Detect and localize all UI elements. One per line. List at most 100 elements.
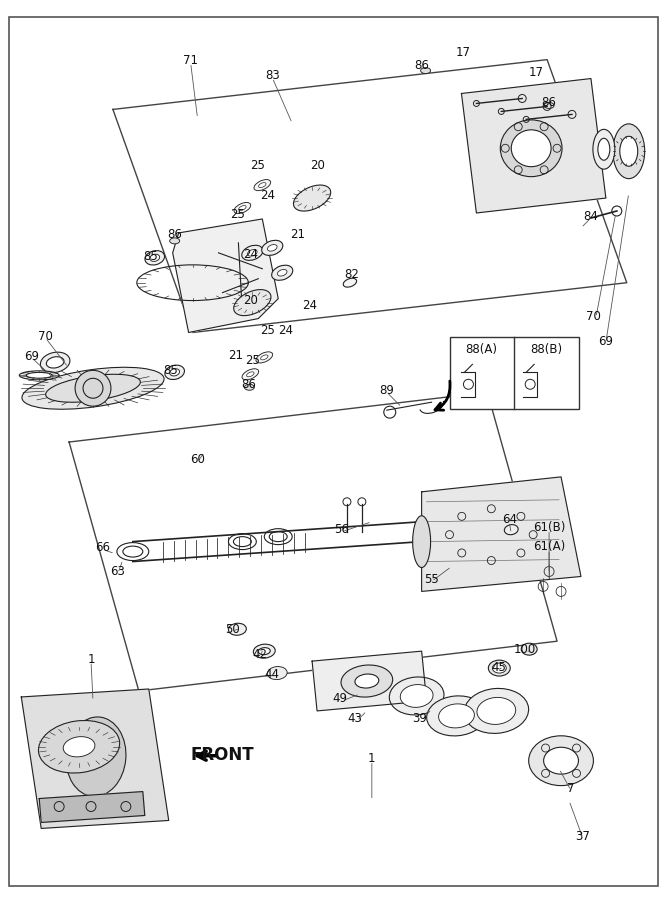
Text: 50: 50 [225,623,240,635]
Ellipse shape [145,250,165,265]
Text: 69: 69 [24,350,39,363]
Circle shape [75,370,111,406]
Text: 17: 17 [456,46,471,59]
Ellipse shape [593,130,615,169]
Text: 85: 85 [163,364,178,377]
Text: 70: 70 [586,310,602,323]
Polygon shape [422,477,581,591]
Ellipse shape [39,721,119,773]
Ellipse shape [241,246,263,260]
Text: 42: 42 [253,648,268,661]
Text: 37: 37 [576,830,590,843]
Text: 86: 86 [542,96,556,109]
FancyArrowPatch shape [197,752,215,760]
Text: 55: 55 [424,573,439,586]
Ellipse shape [341,665,393,698]
Text: 61(B): 61(B) [533,521,566,535]
Text: 66: 66 [95,541,111,554]
Polygon shape [312,652,427,711]
Ellipse shape [261,240,283,256]
Ellipse shape [464,688,529,734]
Ellipse shape [344,278,357,287]
Ellipse shape [544,103,554,108]
Text: 61(A): 61(A) [533,540,565,554]
Text: 86: 86 [167,229,182,241]
Text: 17: 17 [529,66,544,79]
Ellipse shape [258,648,270,654]
Text: 21: 21 [289,229,305,241]
Text: 25: 25 [260,324,275,337]
Ellipse shape [598,139,610,160]
Ellipse shape [488,660,510,676]
Ellipse shape [19,371,59,380]
Ellipse shape [259,183,266,187]
Ellipse shape [229,623,246,635]
Ellipse shape [46,356,64,368]
Text: 100: 100 [514,643,536,656]
Ellipse shape [521,644,537,655]
Ellipse shape [242,369,259,380]
Polygon shape [21,689,169,828]
Ellipse shape [613,124,645,178]
Ellipse shape [620,136,638,166]
Text: 86: 86 [414,59,429,72]
Text: 43: 43 [348,713,362,725]
Ellipse shape [512,130,551,166]
Text: 25: 25 [245,354,259,367]
Text: 24: 24 [259,189,275,202]
Text: 89: 89 [380,383,394,397]
Text: 88(B): 88(B) [530,343,562,356]
Text: 85: 85 [143,250,158,264]
Text: 70: 70 [38,330,53,343]
Ellipse shape [256,352,273,363]
Ellipse shape [504,525,518,535]
Ellipse shape [233,290,271,316]
Ellipse shape [45,374,140,402]
Text: 25: 25 [250,158,265,172]
Text: 20: 20 [309,158,325,172]
Ellipse shape [267,667,287,680]
Ellipse shape [66,717,126,796]
Ellipse shape [421,68,431,74]
Text: 82: 82 [344,268,360,281]
Ellipse shape [293,185,331,211]
Ellipse shape [165,365,185,380]
Ellipse shape [169,238,179,244]
Ellipse shape [247,372,254,377]
Ellipse shape [390,677,444,715]
Text: 60: 60 [190,454,205,466]
Ellipse shape [271,266,293,280]
Polygon shape [462,78,606,213]
Text: 86: 86 [241,378,255,391]
Text: 84: 84 [584,211,598,223]
Ellipse shape [244,384,254,391]
Text: 24: 24 [303,299,317,312]
Text: FRONT: FRONT [191,746,254,764]
Text: 39: 39 [412,713,427,725]
Ellipse shape [170,369,179,376]
Ellipse shape [529,736,594,786]
Text: 56: 56 [335,523,350,536]
Ellipse shape [239,205,246,211]
Text: 24: 24 [277,324,293,337]
Ellipse shape [234,202,251,213]
Text: 7: 7 [567,782,575,795]
Ellipse shape [500,120,562,176]
Text: 83: 83 [265,69,279,82]
Ellipse shape [41,352,70,373]
Ellipse shape [355,674,379,688]
Text: 63: 63 [111,565,125,578]
Ellipse shape [427,696,486,736]
Text: 21: 21 [228,349,243,362]
Ellipse shape [439,704,474,728]
Ellipse shape [247,249,257,256]
Text: 25: 25 [230,209,245,221]
Ellipse shape [492,663,506,673]
Ellipse shape [267,245,277,251]
Text: 1: 1 [368,752,376,765]
FancyArrowPatch shape [435,381,450,410]
Ellipse shape [254,180,271,191]
Text: 45: 45 [492,661,507,673]
Ellipse shape [477,698,516,724]
Bar [450,338,579,410]
